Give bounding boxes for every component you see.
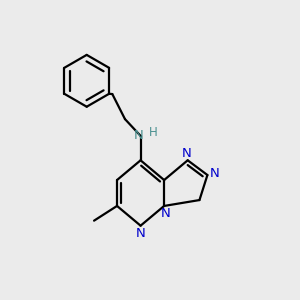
Text: N: N: [210, 167, 220, 180]
Text: N: N: [161, 207, 170, 220]
Text: H: H: [148, 126, 157, 140]
Text: N: N: [133, 129, 143, 142]
Text: N: N: [181, 147, 191, 160]
Text: N: N: [136, 226, 146, 239]
